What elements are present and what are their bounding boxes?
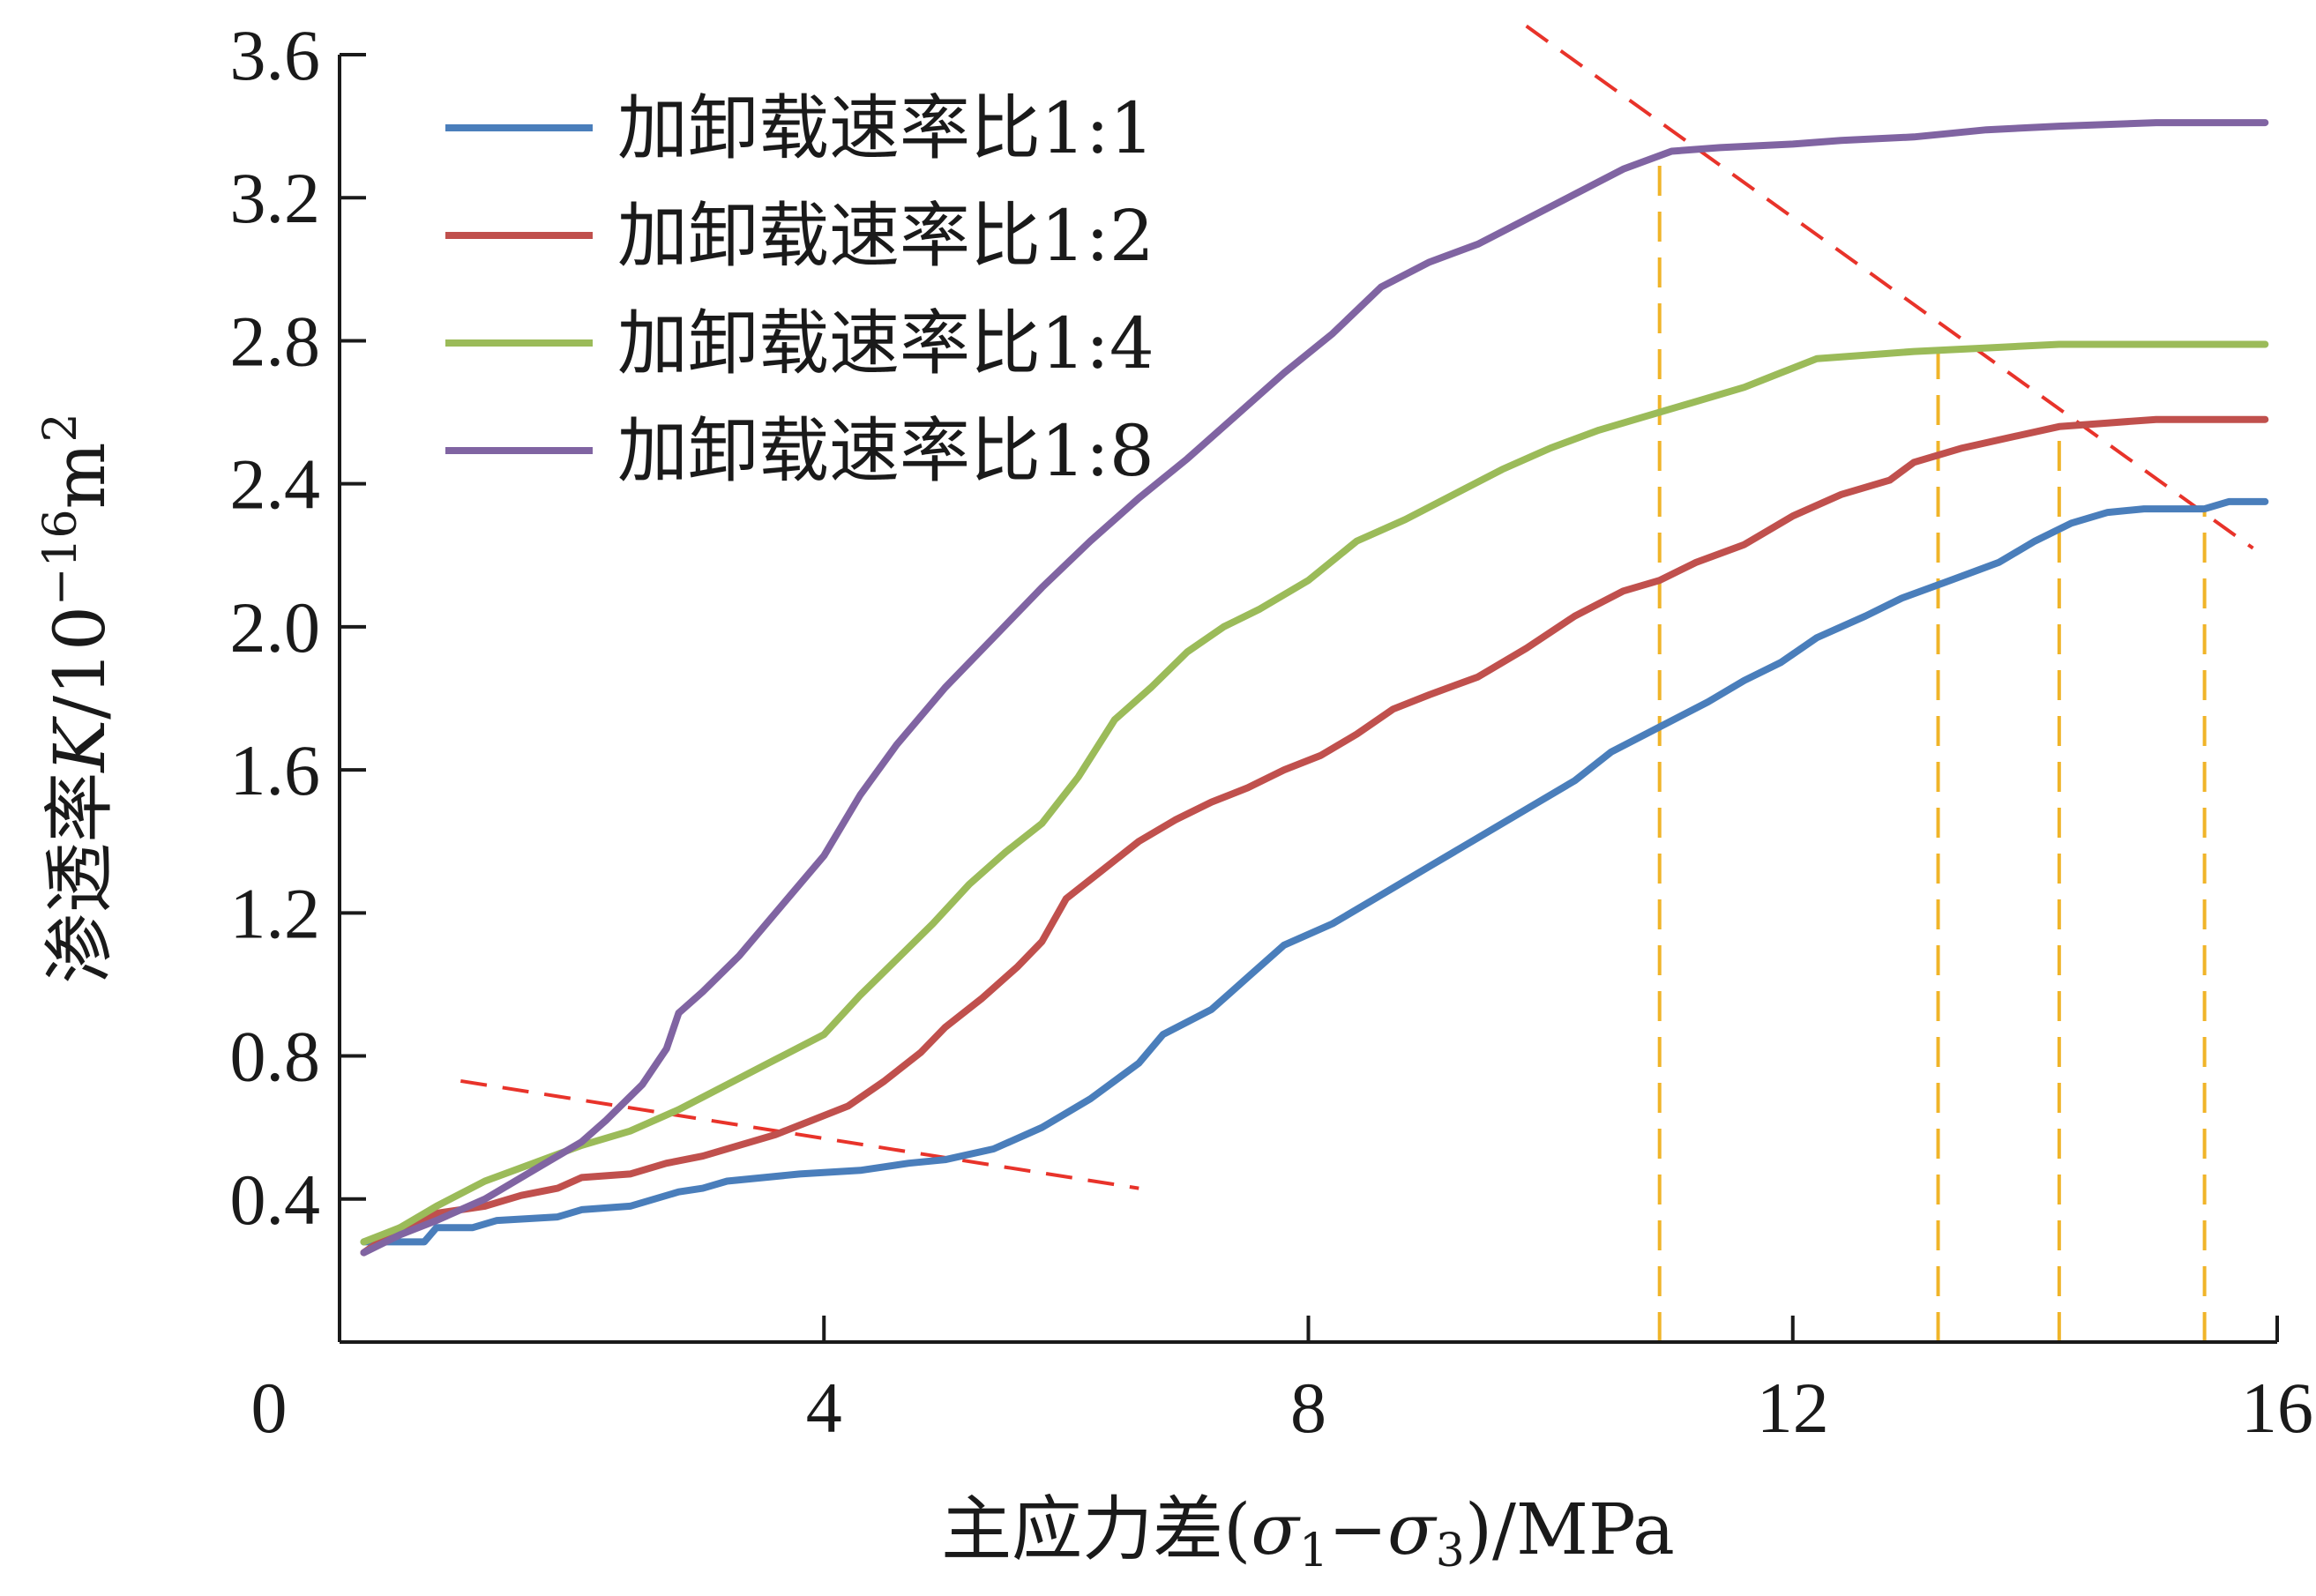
x-tick-label-4: 12 [1757,1368,1829,1448]
x-tick-label-1: 0 [251,1368,288,1448]
x-axis-title: 主应力差(σ1−σ3)/MPa [941,1488,1675,1577]
plot-marks [360,24,2269,1342]
axis-titles: 主应力差(σ1−σ3)/MPa 渗透率K/10−16m2 [34,413,1675,1577]
series-line-3 [360,340,2269,1246]
series-line-4 [360,119,2269,1257]
y-tick-label-2: 0.8 [230,1017,321,1097]
legend-label-3: 加卸载速率比1:4 [617,302,1154,384]
y-tick-label-9: 3.6 [230,15,321,95]
red-trend-line-1 [459,1078,1139,1190]
y-tick-label-6: 2.4 [230,444,321,525]
series-line-1 [360,497,2269,1246]
axes: 0.4 0.8 1.2 1.6 2.0 2.4 2.8 3.2 3.6 0 4 8 12 16 [230,15,2314,1448]
legend: 加卸载速率比1:1 加卸载速率比1:2 加卸载速率比1:4 加卸载速率比1:8 [445,87,1154,492]
series-line-2 [360,415,2269,1257]
y-tick-label-5: 2.0 [230,587,321,667]
x-tick-label-3: 8 [1290,1368,1326,1448]
y-tick-label-1: 0.4 [230,1160,321,1240]
y-tick-label-8: 3.2 [230,158,321,238]
y-axis-title: 渗透率K/10−16m2 [34,413,121,983]
x-tick-label-5: 16 [2241,1368,2313,1448]
y-tick-label-3: 1.2 [230,873,321,953]
x-tick-label-2: 4 [806,1368,842,1448]
legend-label-2: 加卸载速率比1:2 [617,195,1154,277]
legend-label-4: 加卸载速率比1:8 [617,410,1154,492]
legend-label-1: 加卸载速率比1:1 [617,87,1154,169]
y-tick-label-7: 2.8 [230,301,321,381]
red-trend-line-2 [1525,24,2254,550]
y-tick-label-4: 1.6 [230,730,321,810]
